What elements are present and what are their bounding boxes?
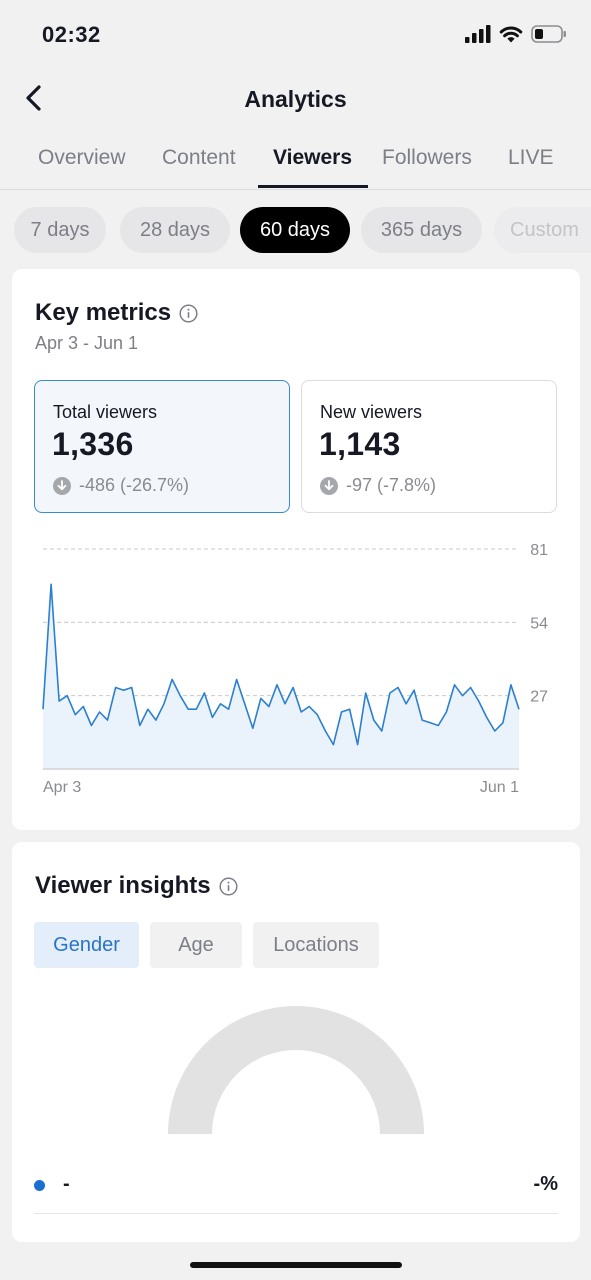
metric-total-viewers[interactable]: Total viewers 1,336 -486 (-26.7%) xyxy=(34,380,290,513)
metric-label: New viewers xyxy=(320,402,423,422)
viewer-insights-title: Viewer insights xyxy=(35,872,238,900)
status-time: 02:32 xyxy=(42,22,101,47)
legend-row: - -% xyxy=(34,1172,558,1214)
viewer-insights-heading: Viewer insights xyxy=(35,872,211,899)
tab-content[interactable]: Content xyxy=(162,146,236,169)
key-metrics-card: Key metrics Apr 3 - Jun 1 Total viewers … xyxy=(12,269,580,830)
arrow-down-circle-icon xyxy=(320,476,338,495)
status-icons xyxy=(465,24,567,49)
cellular-signal-icon xyxy=(465,25,491,48)
metric-change-text: -97 (-7.8%) xyxy=(346,475,437,495)
range-28-days[interactable]: 28 days xyxy=(120,207,230,253)
y-tick-label: 81 xyxy=(530,542,548,559)
range-custom[interactable]: Custom xyxy=(494,207,591,253)
navigation-bar: Analytics xyxy=(0,72,591,128)
battery-icon xyxy=(531,24,567,49)
tab-age[interactable]: Age xyxy=(150,922,242,968)
viewers-line-chart: 27 54 81 Apr 3 Jun 1 xyxy=(42,542,548,796)
wifi-icon xyxy=(499,25,523,48)
legend-label: - xyxy=(63,1173,70,1195)
tab-followers[interactable]: Followers xyxy=(382,146,472,169)
y-tick-label: 54 xyxy=(530,615,548,632)
gauge-empty-arc xyxy=(168,1006,424,1134)
tab-viewers[interactable]: Viewers xyxy=(273,146,353,169)
legend-color-dot xyxy=(34,1180,45,1191)
gender-gauge-chart xyxy=(168,1006,424,1134)
x-tick-label: Jun 1 xyxy=(480,779,519,796)
range-365-days[interactable]: 365 days xyxy=(361,207,482,253)
range-60-days[interactable]: 60 days xyxy=(240,207,350,253)
series-line xyxy=(42,583,520,746)
analytics-tabs: Overview Content Viewers Followers LIVE xyxy=(0,136,591,190)
metric-change-text: -486 (-26.7%) xyxy=(79,475,190,495)
date-range-selector: 7 days 28 days 60 days 365 days Custom xyxy=(0,207,591,253)
tab-overview[interactable]: Overview xyxy=(38,146,126,169)
page-title: Analytics xyxy=(244,86,347,112)
x-tick-label: Apr 3 xyxy=(43,779,81,796)
arrow-down-circle-icon xyxy=(53,476,71,495)
home-indicator xyxy=(190,1262,402,1268)
metric-change: -97 (-7.8%) xyxy=(320,475,436,496)
key-metrics-title: Key metrics xyxy=(35,299,198,327)
viewer-insights-card: Viewer insights Gender Age Locations - -… xyxy=(12,842,580,1242)
metric-label: Total viewers xyxy=(53,402,158,422)
y-tick-label: 27 xyxy=(530,689,548,706)
back-button[interactable] xyxy=(16,80,52,120)
tab-locations[interactable]: Locations xyxy=(253,922,379,968)
tab-gender[interactable]: Gender xyxy=(34,922,139,968)
metric-value: 1,336 xyxy=(52,426,134,462)
active-tab-indicator xyxy=(258,185,368,188)
area-fill xyxy=(43,584,519,769)
date-range-label: Apr 3 - Jun 1 xyxy=(35,333,139,353)
back-arrow-icon xyxy=(25,84,43,117)
tab-live[interactable]: LIVE xyxy=(508,146,554,169)
metric-change: -486 (-26.7%) xyxy=(53,475,189,496)
legend-value: -% xyxy=(533,1173,558,1195)
metric-value: 1,143 xyxy=(319,426,401,462)
metric-new-viewers[interactable]: New viewers 1,143 -97 (-7.8%) xyxy=(301,380,557,513)
info-icon[interactable] xyxy=(219,876,238,896)
key-metrics-heading: Key metrics xyxy=(35,299,172,326)
info-icon[interactable] xyxy=(179,303,198,323)
status-bar: 02:32 xyxy=(0,0,591,70)
range-7-days[interactable]: 7 days xyxy=(14,207,106,253)
